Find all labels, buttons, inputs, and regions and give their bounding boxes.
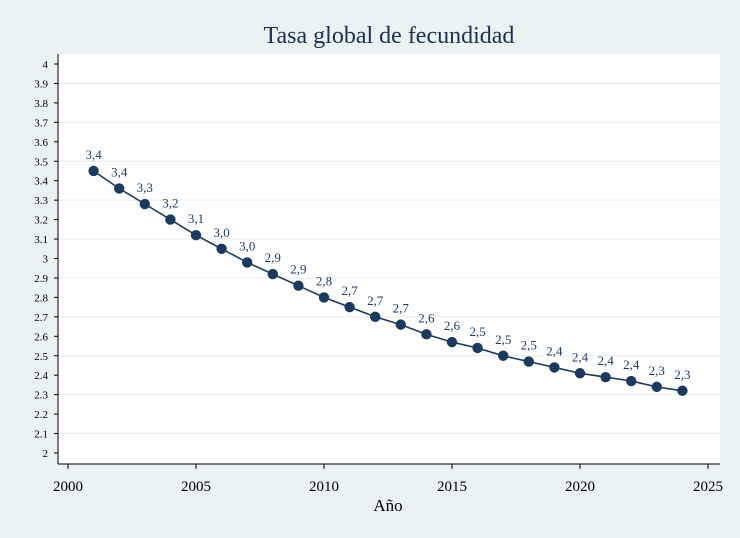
data-point	[677, 385, 688, 396]
markers	[88, 165, 688, 396]
plot-area	[58, 54, 720, 464]
y-axis: 2 2.1 2.2 2.3 2.4 2.5 2.6 2.7 2.8 2.9 3 3.1 3.2 3.3 3.…	[34, 54, 59, 464]
y-tick-label: 3	[43, 254, 49, 266]
data-point	[523, 356, 534, 367]
chart-title: Tasa global de fecundidad	[264, 23, 515, 49]
x-axis-label: Año	[373, 496, 402, 515]
y-tick-label: 2.3	[34, 390, 48, 402]
y-tick-label: 3.1	[34, 234, 48, 246]
data-point	[216, 243, 227, 254]
data-point	[318, 292, 330, 303]
x-tick-label: 2010	[309, 479, 339, 495]
data-label: 2,3	[649, 363, 665, 378]
x-axis: 2000 2005 2010 2015 2020 2025	[53, 463, 723, 495]
y-tick-label: 3.3	[34, 195, 48, 207]
data-point	[344, 301, 355, 313]
data-point	[293, 280, 304, 291]
data-label: 3,4	[85, 147, 102, 162]
y-tick-label: 2.6	[34, 331, 48, 343]
y-tick-label: 3.5	[34, 156, 48, 168]
data-labels: 3,4 3,4 3,3 3,2 3,1 3,0 3,0 2,9 2,9 2,8 2,7 2,7 2,7 2…	[85, 147, 690, 382]
data-point	[651, 381, 662, 393]
y-tick-label: 2.5	[34, 351, 48, 363]
data-point	[242, 257, 253, 268]
x-tick-label: 2025	[693, 479, 723, 495]
grid-lines	[58, 82, 720, 435]
y-tick-label: 2.9	[34, 273, 48, 285]
data-point	[370, 311, 381, 323]
data-point	[549, 362, 560, 373]
data-label: 3,4	[111, 164, 128, 179]
y-tick-label: 2.7	[34, 312, 48, 324]
data-point	[139, 198, 150, 210]
data-label: 3,0	[239, 238, 255, 253]
data-point	[472, 342, 483, 354]
y-tick-label: 3.6	[34, 137, 48, 149]
data-label: 2,5	[469, 324, 485, 339]
data-label: 2,9	[265, 250, 281, 265]
data-label: 2,4	[572, 349, 589, 364]
data-label: 2,7	[367, 293, 384, 308]
x-tick-label: 2015	[437, 479, 467, 495]
y-tick-label: 2.1	[34, 429, 48, 441]
data-point	[626, 375, 637, 387]
data-point	[395, 319, 406, 330]
data-point	[267, 268, 278, 280]
data-point	[88, 165, 99, 177]
y-tick-label: 3.9	[34, 78, 48, 90]
data-point	[574, 368, 586, 379]
data-point	[446, 336, 458, 348]
y-tick-label: 2.4	[34, 370, 48, 382]
data-point	[600, 371, 611, 383]
x-tick-label: 2005	[181, 479, 211, 495]
data-label: 3,2	[162, 196, 178, 211]
data-label: 2,6	[444, 318, 461, 333]
data-point	[165, 214, 176, 225]
data-label: 2,4	[623, 357, 640, 372]
data-label: 2,6	[418, 310, 435, 325]
x-tick-label: 2020	[565, 479, 595, 495]
data-label: 2,9	[290, 262, 306, 277]
y-tick-label: 3.4	[34, 176, 48, 188]
x-tick-label: 2000	[53, 479, 83, 495]
data-point	[421, 329, 432, 340]
data-label: 3,1	[188, 211, 204, 226]
data-label: 3,3	[137, 180, 153, 195]
y-tick-label: 3.2	[34, 215, 48, 227]
data-label: 2,7	[393, 301, 410, 316]
data-label: 2,3	[674, 367, 690, 382]
data-point	[190, 229, 202, 241]
data-point	[114, 183, 125, 194]
y-tick-label: 2.2	[34, 409, 48, 421]
data-label: 3,0	[213, 225, 229, 240]
data-label: 2,4	[546, 343, 563, 358]
data-label: 2,7	[341, 283, 358, 298]
y-tick-label: 4	[43, 59, 49, 71]
data-label: 2,5	[495, 332, 511, 347]
data-label: 2,5	[521, 338, 537, 353]
data-label: 2,4	[597, 353, 614, 368]
y-tick-label: 2	[43, 448, 49, 460]
y-tick-label: 3.8	[34, 98, 48, 110]
data-label: 2,8	[316, 273, 332, 288]
y-tick-label: 2.8	[34, 292, 48, 304]
data-point	[498, 350, 509, 361]
y-tick-label: 3.7	[34, 117, 48, 129]
